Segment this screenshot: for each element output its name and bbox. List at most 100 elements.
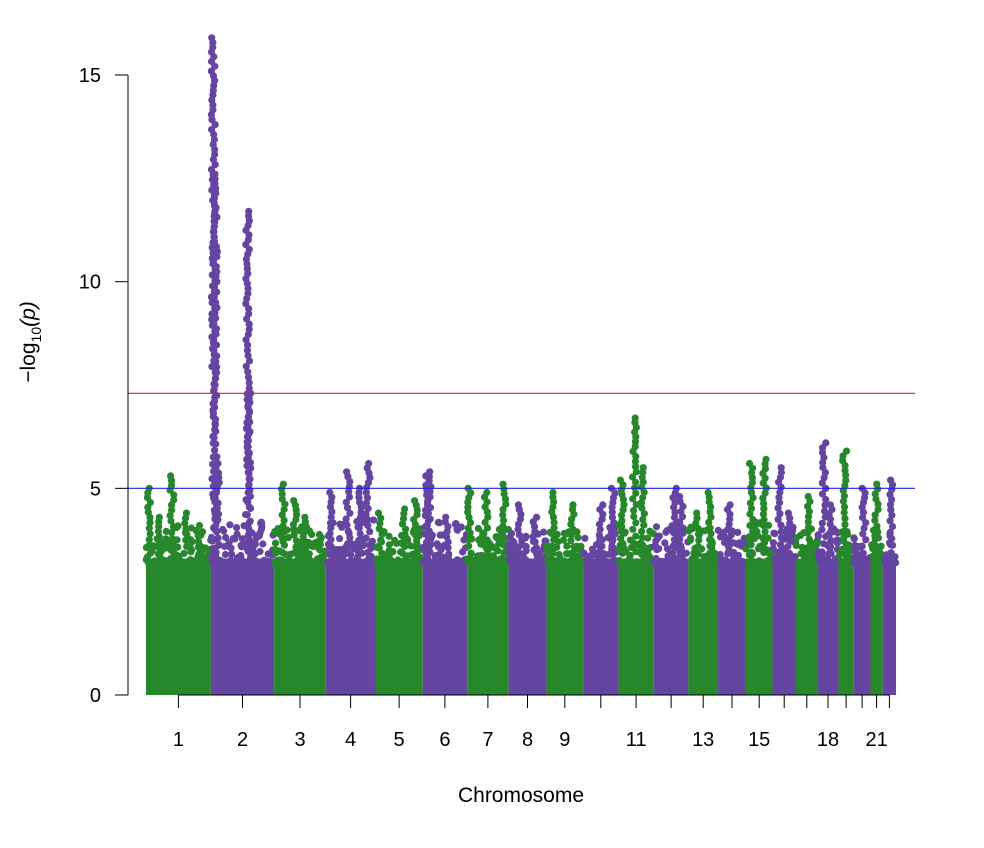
snp-point [549, 559, 557, 567]
chromosome-22-points [881, 476, 900, 695]
snp-point [212, 427, 220, 436]
snp-point [212, 440, 220, 448]
chromosome-16-points [769, 464, 800, 695]
snp-point [827, 543, 835, 551]
snp-point [343, 468, 351, 476]
snp-point [168, 535, 176, 543]
snp-point [630, 506, 638, 515]
axes: 0 5 10 15 1 2 3 4 5 6 7 8 9 11 13 15 18 21 Chromosome −l… [17, 65, 890, 807]
snp-point [669, 542, 677, 550]
snp-point [246, 475, 254, 483]
snp-point [211, 421, 219, 429]
snp-point [194, 537, 202, 546]
chromosome-16-band [772, 558, 796, 695]
snp-point [243, 511, 251, 519]
snp-point [213, 363, 221, 371]
snp-point [227, 550, 236, 558]
snp-point [617, 511, 626, 519]
snp-point [792, 541, 800, 550]
snp-point [784, 509, 793, 517]
snp-point [328, 518, 336, 527]
snp-point [569, 501, 577, 509]
y-tick-label: 10 [79, 272, 101, 294]
snp-point [692, 559, 700, 567]
snp-point [747, 541, 755, 549]
snp-point [580, 549, 588, 557]
snp-point [783, 559, 792, 567]
snp-point [425, 527, 433, 535]
chromosome-9-band [546, 558, 584, 695]
snp-point [244, 453, 252, 461]
snp-point [258, 523, 266, 531]
snp-point [678, 523, 686, 532]
snp-point [499, 505, 507, 514]
snp-point [401, 531, 409, 539]
snp-point [629, 525, 637, 533]
snp-point [292, 550, 301, 558]
snp-point [365, 559, 373, 567]
snp-point [693, 514, 701, 522]
snp-point [889, 541, 897, 549]
snp-point [308, 530, 316, 539]
snp-point [169, 523, 178, 531]
snp-point [515, 531, 523, 539]
chromosome-13-points [685, 488, 722, 695]
snp-point [271, 528, 279, 536]
snp-point [238, 535, 246, 543]
chromosome-1-band [146, 558, 211, 695]
snp-point [774, 515, 782, 524]
snp-point [326, 559, 334, 567]
snp-point [561, 559, 569, 567]
snp-point [358, 549, 366, 557]
snp-point [887, 476, 895, 484]
snp-point [874, 505, 882, 514]
snp-point [327, 536, 335, 544]
snp-point [427, 541, 435, 549]
snp-point [888, 559, 896, 567]
snp-point [290, 531, 298, 539]
chromosome-11-points [615, 414, 658, 695]
snp-point [777, 521, 785, 529]
snp-point [760, 559, 768, 567]
snp-point [426, 548, 434, 556]
snp-point [290, 526, 298, 534]
snp-point [774, 504, 782, 512]
snp-point [826, 501, 835, 509]
snp-point [860, 524, 868, 532]
snp-point [822, 495, 830, 504]
snp-point [193, 559, 201, 567]
snp-point [211, 403, 219, 411]
snp-point [548, 530, 556, 538]
snp-point [328, 549, 336, 557]
snp-point [676, 518, 684, 526]
snp-point [245, 469, 253, 478]
snp-point [827, 550, 835, 558]
snp-point [694, 530, 703, 538]
snp-point [840, 533, 848, 541]
snp-point [783, 525, 792, 533]
snp-point [672, 524, 680, 532]
chromosome-18-points [814, 439, 842, 695]
snp-point [245, 207, 253, 215]
chromosome-15-points [742, 455, 776, 695]
snp-point [507, 530, 516, 538]
y-tick-label: 15 [79, 65, 101, 87]
snp-point [222, 533, 230, 542]
snp-point [630, 540, 638, 548]
snp-point [412, 543, 420, 551]
chromosome-11-band [618, 558, 654, 695]
snp-point [629, 559, 637, 567]
snp-point [413, 550, 421, 558]
snp-point [775, 499, 784, 507]
snp-point [818, 526, 826, 534]
chromosome-7-points [463, 480, 512, 695]
snp-point [167, 472, 175, 480]
snp-point [180, 549, 188, 557]
snp-point [233, 524, 241, 532]
snp-point [344, 527, 352, 535]
snp-point [243, 443, 251, 451]
snp-point [776, 559, 784, 567]
snp-point [244, 498, 252, 506]
snp-point [638, 527, 646, 536]
snp-point [746, 521, 754, 530]
